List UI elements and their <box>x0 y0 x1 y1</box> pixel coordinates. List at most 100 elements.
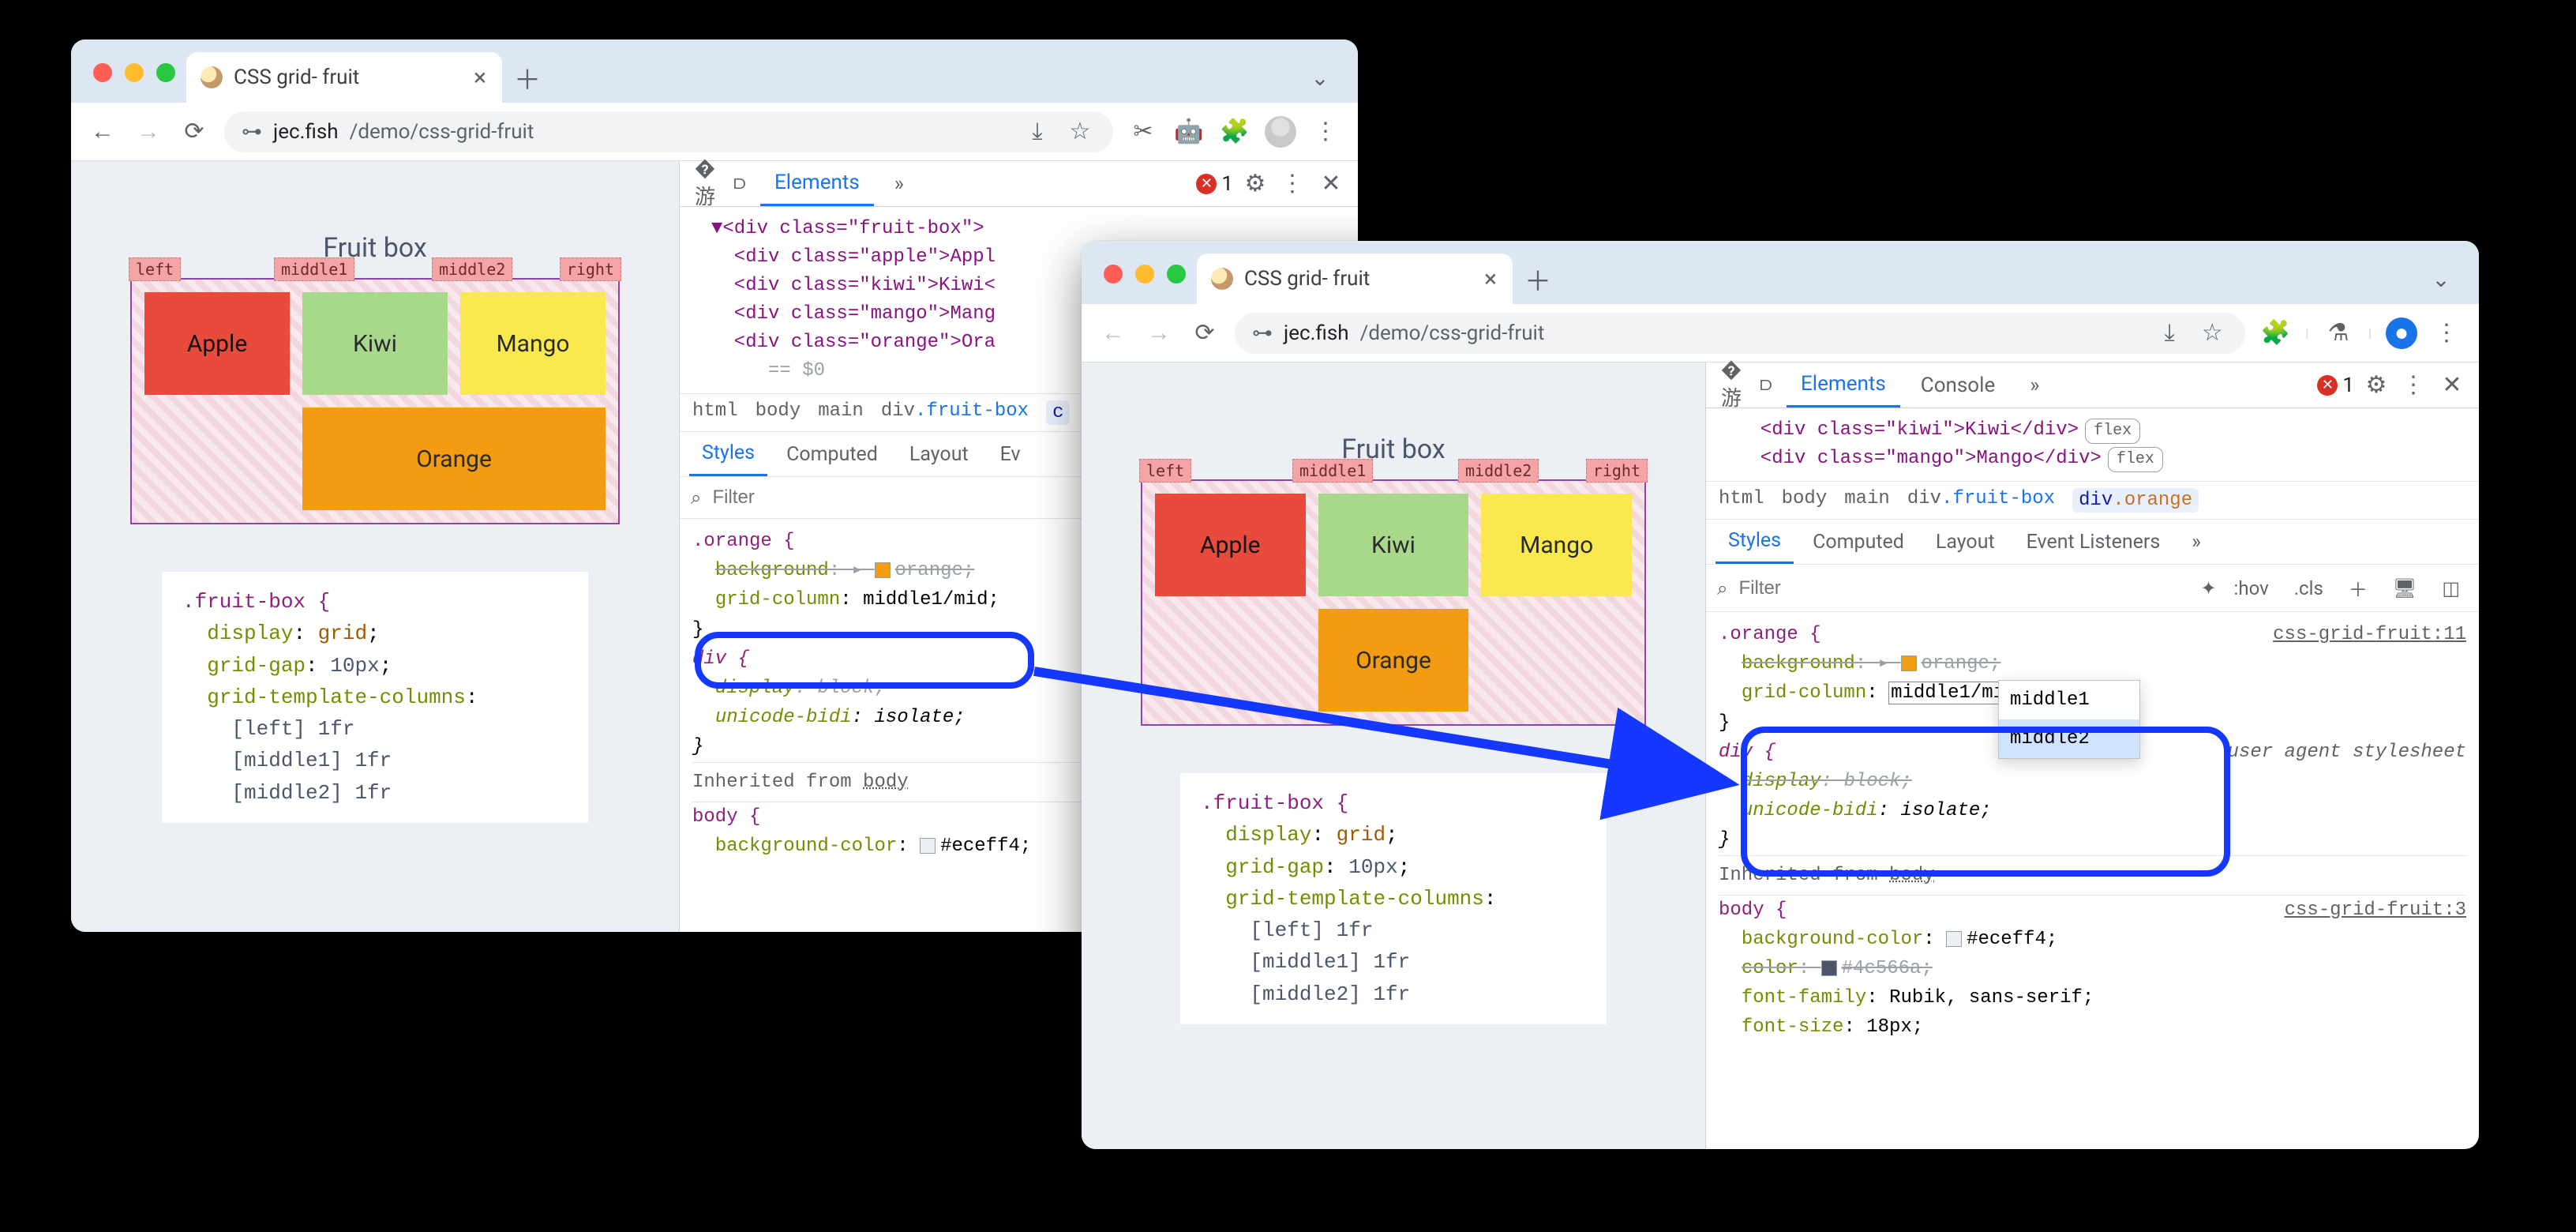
crumb[interactable]: body <box>1782 488 1828 513</box>
extensions-icon[interactable]: 🧩 <box>2259 317 2291 349</box>
cell-mango: Mango <box>460 292 606 395</box>
extension-scissors-icon[interactable]: ✂︎ <box>1127 116 1159 148</box>
filter-icon: ⌕ <box>1717 577 1727 599</box>
labs-icon[interactable]: ⚗ <box>2323 317 2354 349</box>
devtools-settings-icon[interactable]: ⚙ <box>1239 168 1271 200</box>
window-traffic-lights[interactable] <box>1104 265 1186 284</box>
error-counter[interactable]: ✕ 1 <box>2317 374 2354 397</box>
error-counter[interactable]: ✕ 1 <box>1196 172 1233 196</box>
browser-tab[interactable]: CSS grid- fruit × <box>1197 254 1513 304</box>
styles-pane[interactable]: css-grid-fruit:11 .orange { background: … <box>1706 612 2479 1050</box>
subtab-styles[interactable]: Styles <box>689 432 767 476</box>
crumb[interactable]: html <box>1719 488 1764 513</box>
autocomplete-option[interactable]: middle1 <box>1999 681 2139 719</box>
close-tab-icon[interactable]: × <box>1484 265 1497 293</box>
site-info-icon[interactable]: ⊶ <box>242 120 262 144</box>
bookmark-icon[interactable]: ☆ <box>2196 317 2228 349</box>
grid-column-prop[interactable]: grid-column <box>1742 682 1866 704</box>
site-info-icon[interactable]: ⊶ <box>1252 321 1273 345</box>
extension-robot-icon[interactable]: 🤖 <box>1173 116 1205 148</box>
inspect-element-icon[interactable]: �游 <box>691 157 719 210</box>
subtab-styles[interactable]: Styles <box>1715 520 1794 564</box>
devtools-menu-icon[interactable]: ⋮ <box>1277 168 1309 200</box>
subtab-computed[interactable]: Computed <box>774 434 891 475</box>
maximize-window-icon[interactable] <box>156 63 175 82</box>
rule-source-link[interactable]: css-grid-fruit:11 <box>2273 620 2466 649</box>
tab-console[interactable]: Console <box>1907 364 2009 407</box>
dom-tree[interactable]: <div class="kiwi">Kiwi</div>flex <div cl… <box>1706 408 2479 482</box>
autocomplete-popup[interactable]: middle1 middle2 <box>1998 680 2140 759</box>
subtab-more[interactable]: » <box>2179 521 2214 563</box>
profile-avatar[interactable]: ● <box>2386 317 2417 349</box>
install-app-icon[interactable]: ⤓ <box>1022 116 1053 148</box>
devtools-settings-icon[interactable]: ⚙ <box>2360 370 2392 401</box>
subtab-layout[interactable]: Layout <box>1923 521 2008 563</box>
devtools-close-icon[interactable]: ✕ <box>2436 370 2468 401</box>
address-bar[interactable]: ⊶ jec.fish/demo/css-grid-fruit ⤓ ☆ <box>224 111 1113 152</box>
reload-button[interactable]: ⟳ <box>1189 317 1221 349</box>
panel-toggle-icon[interactable]: ◫ <box>2434 574 2468 603</box>
close-window-icon[interactable] <box>1104 265 1123 284</box>
ai-assist-icon[interactable]: ✦ <box>2200 577 2216 599</box>
browser-menu-button[interactable]: ⋮ <box>2432 317 2463 349</box>
crumb[interactable]: main <box>1844 488 1890 513</box>
new-rule-icon[interactable]: ＋ <box>2341 571 2375 605</box>
window-traffic-lights[interactable] <box>93 63 175 82</box>
device-toolbar-icon[interactable]: ⫐ <box>726 171 754 196</box>
forward-button: → <box>133 116 164 148</box>
subtab-events[interactable]: Event Listeners <box>2014 521 2173 563</box>
subtab-computed[interactable]: Computed <box>1800 521 1917 563</box>
styles-filter-input[interactable] <box>1737 577 2191 600</box>
favicon-icon <box>1211 268 1233 290</box>
crumb[interactable]: main <box>818 400 864 425</box>
maximize-window-icon[interactable] <box>1167 265 1186 284</box>
rule-source-link[interactable]: css-grid-fruit:3 <box>2285 896 2466 925</box>
device-toolbar-icon[interactable]: ⫐ <box>1752 373 1780 397</box>
crumb[interactable]: html <box>692 400 738 425</box>
extensions-icon[interactable]: 🧩 <box>1219 116 1251 148</box>
profile-avatar[interactable] <box>1265 116 1296 148</box>
subtab-layout[interactable]: Layout <box>897 434 981 475</box>
devtools-menu-icon[interactable]: ⋮ <box>2398 370 2430 401</box>
dom-breadcrumbs[interactable]: html body main div.fruit-box div.orange <box>1706 482 2479 520</box>
address-bar[interactable]: ⊶ jec.fish/demo/css-grid-fruit ⤓ ☆ <box>1235 313 2245 354</box>
tab-more[interactable]: » <box>880 163 918 205</box>
inspect-element-icon[interactable]: �游 <box>1717 359 1745 411</box>
url-host: jec.fish <box>273 120 339 144</box>
install-app-icon[interactable]: ⤓ <box>2154 317 2185 349</box>
cell-apple: Apple <box>1155 494 1306 596</box>
close-tab-icon[interactable]: × <box>474 64 486 92</box>
device-icon[interactable]: 🖥 <box>2385 574 2424 603</box>
close-window-icon[interactable] <box>93 63 112 82</box>
crumb[interactable]: div.fruit-box <box>881 400 1029 425</box>
tab-more[interactable]: » <box>2015 364 2053 407</box>
new-tab-button[interactable]: ＋ <box>1520 261 1555 296</box>
browser-menu-button[interactable]: ⋮ <box>1310 116 1342 148</box>
tab-title: CSS grid- fruit <box>234 66 359 89</box>
new-tab-button[interactable]: ＋ <box>510 60 545 95</box>
crumb-active[interactable]: div.orange <box>2072 488 2199 513</box>
subtab-events[interactable]: Ev <box>988 434 1033 475</box>
autocomplete-option-selected[interactable]: middle2 <box>1999 719 2139 758</box>
cell-orange: Orange <box>302 408 606 510</box>
minimize-window-icon[interactable] <box>1135 265 1154 284</box>
devtools-close-icon[interactable]: ✕ <box>1315 168 1347 200</box>
browser-tab[interactable]: CSS grid- fruit × <box>186 52 502 103</box>
hov-toggle[interactable]: :hov <box>2226 574 2277 603</box>
cls-toggle[interactable]: .cls <box>2286 574 2331 603</box>
crumb-active[interactable]: c <box>1046 400 1070 425</box>
tab-list-button[interactable]: ⌄ <box>2424 261 2458 296</box>
back-button[interactable]: ← <box>87 116 118 148</box>
crumb[interactable]: body <box>756 400 801 425</box>
grid-line-label: left <box>129 257 181 281</box>
bookmark-icon[interactable]: ☆ <box>1064 116 1096 148</box>
grid-line-label: right <box>1586 459 1648 483</box>
crumb[interactable]: div.fruit-box <box>1907 488 2055 513</box>
grid-column-value-editing[interactable]: middle1/mid <box>863 589 988 610</box>
tab-elements[interactable]: Elements <box>1787 362 1900 408</box>
grid-column-prop[interactable]: grid-column <box>715 589 840 610</box>
minimize-window-icon[interactable] <box>125 63 144 82</box>
reload-button[interactable]: ⟳ <box>178 116 210 148</box>
tab-elements[interactable]: Elements <box>760 161 874 206</box>
tab-list-button[interactable]: ⌄ <box>1303 60 1337 95</box>
